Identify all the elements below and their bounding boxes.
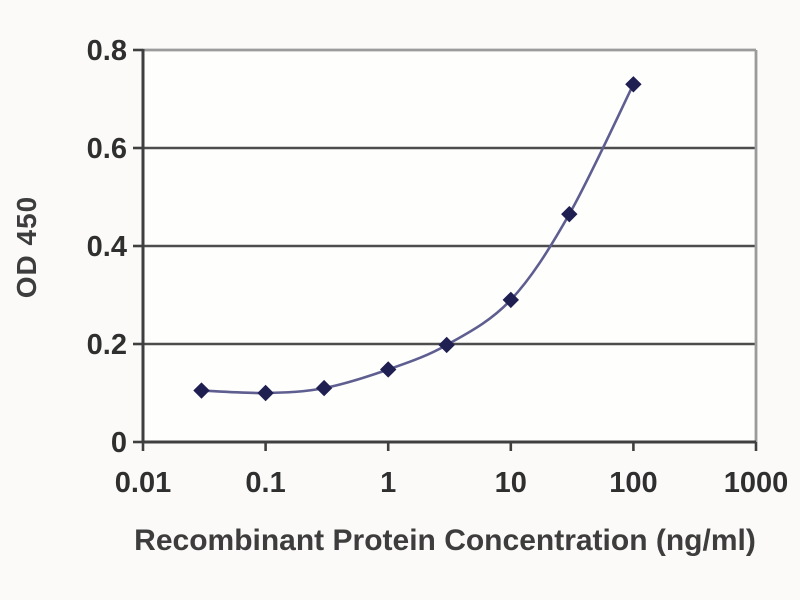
data-point-marker-0.3 [315,379,333,397]
x-axis-title: Recombinant Protein Concentration (ng/ml… [134,524,756,557]
y-tick-label-0.8: 0.8 [87,35,127,67]
x-tick-label-100: 100 [609,467,657,499]
data-point-marker-1 [379,361,397,378]
data-point-marker-100 [625,76,642,93]
y-axis-title: OD 450 [11,195,42,299]
x-tick-label-1: 1 [380,467,396,499]
data-point-marker-10 [502,291,520,309]
x-tick-label-10: 10 [495,467,527,499]
y-tick-label-0.4: 0.4 [87,231,127,263]
y-tick-label-0.6: 0.6 [87,133,127,165]
data-point-marker-0.1 [257,384,274,402]
x-tick-label-0.01: 0.01 [115,467,171,499]
data-point-marker-30 [561,205,578,223]
x-tick-label-0.1: 0.1 [245,467,285,499]
data-point-marker-3 [438,336,455,354]
y-tick-label-0.2: 0.2 [87,329,127,361]
x-tick-label-1000: 1000 [724,467,789,499]
data-point-marker-0.03 [193,382,210,399]
y-tick-label-0: 0 [111,427,127,459]
